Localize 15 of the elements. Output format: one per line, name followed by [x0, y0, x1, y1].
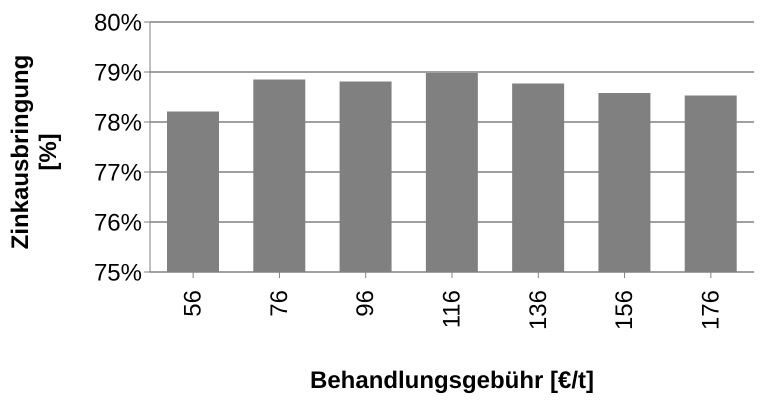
y-tick-label: 76% — [94, 210, 142, 237]
y-tick-label: 79% — [94, 60, 142, 87]
y-tick-label: 80% — [94, 10, 142, 37]
y-tick-label: 78% — [94, 110, 142, 137]
x-tick-label: 76 — [266, 290, 293, 317]
x-tick-label: 96 — [352, 290, 380, 317]
y-axis-title: Zinkausbringung [%] — [7, 54, 62, 250]
y-tick-label: 77% — [94, 160, 142, 187]
x-tick-label: 116 — [438, 290, 466, 328]
x-tick-label: 156 — [611, 290, 638, 330]
x-axis-title: Behandlungsgebühr [€/t] — [310, 367, 594, 394]
x-tick-label: 56 — [180, 290, 207, 317]
y-tick-label: 75% — [94, 260, 142, 287]
x-tick-label: 136 — [524, 290, 552, 330]
x-tick-label: 176 — [697, 290, 724, 330]
